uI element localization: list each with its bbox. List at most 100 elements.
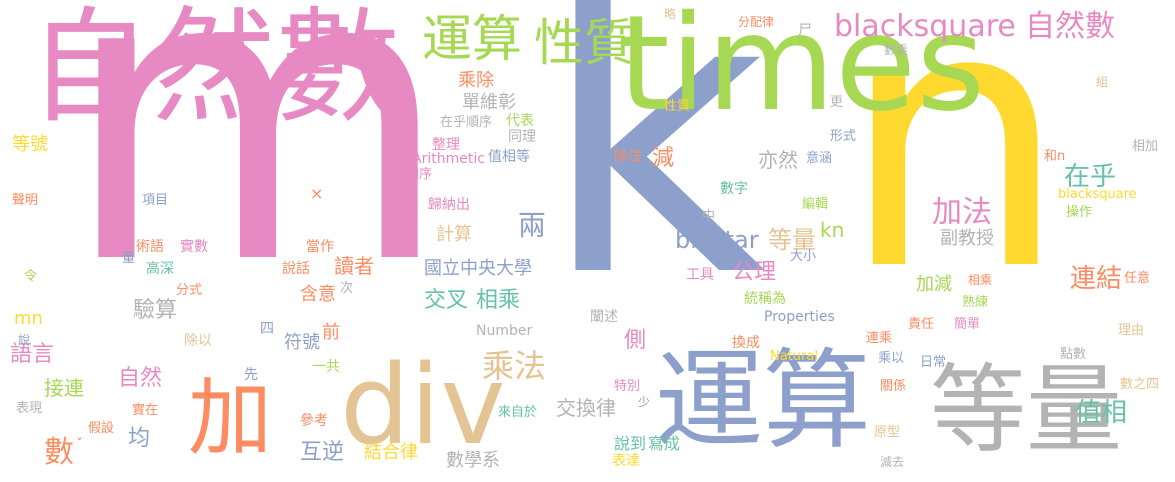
word: 中 bbox=[702, 209, 716, 224]
word: 實數 bbox=[180, 239, 208, 255]
word: 符號 bbox=[284, 332, 320, 353]
word: 換成 bbox=[732, 335, 760, 351]
word: 日常 bbox=[920, 355, 947, 370]
word: 互逆 bbox=[300, 440, 345, 465]
word: 除以 bbox=[184, 333, 212, 349]
word: 加法 bbox=[932, 195, 992, 230]
word: 單維彰 bbox=[462, 92, 516, 113]
word: 接連 bbox=[44, 376, 84, 400]
word: ˇ bbox=[76, 437, 83, 453]
word: 來自於 bbox=[498, 405, 538, 420]
word: 少 bbox=[638, 395, 651, 409]
word: 說到 bbox=[614, 434, 647, 453]
word: 語言 bbox=[10, 342, 55, 367]
word: 數 bbox=[44, 435, 74, 470]
word: 簡單 bbox=[954, 317, 981, 332]
word: 責任 bbox=[908, 317, 935, 332]
word: 先 bbox=[244, 367, 258, 383]
word: 兩 bbox=[518, 209, 547, 242]
word: 表現 bbox=[16, 401, 43, 416]
word: 自然數 bbox=[28, 0, 401, 140]
word: 更 bbox=[830, 95, 844, 110]
word: 數字 bbox=[720, 181, 748, 197]
word: 自然 bbox=[118, 366, 163, 391]
word: 性質 bbox=[534, 14, 634, 72]
word: 值相等 bbox=[488, 149, 530, 165]
word: 乘除 bbox=[458, 70, 494, 91]
word: 國立中央大學 bbox=[424, 258, 532, 279]
word: 表達 bbox=[612, 453, 640, 469]
word: 讀者 bbox=[334, 254, 374, 278]
word: 略 bbox=[664, 7, 677, 21]
word: 寫成 bbox=[648, 434, 681, 453]
word: 量 bbox=[122, 251, 136, 266]
word: kn bbox=[820, 218, 845, 242]
word: 當作 bbox=[306, 239, 334, 255]
word: 在乎 bbox=[1064, 162, 1117, 192]
word: 代表 bbox=[506, 113, 534, 129]
word: 等號 bbox=[12, 134, 48, 155]
word: bigstar bbox=[675, 226, 759, 254]
word: 說 bbox=[18, 333, 31, 347]
word: 原型 bbox=[874, 425, 901, 440]
word: 加 bbox=[188, 369, 273, 467]
word: 相乘 bbox=[476, 288, 521, 313]
word: mn bbox=[14, 308, 43, 329]
word: 數乘 bbox=[884, 43, 909, 57]
word: 說話 bbox=[282, 261, 310, 277]
word: 意涵 bbox=[806, 151, 833, 166]
word: Arithmetic bbox=[412, 151, 485, 167]
word: 副教授 bbox=[940, 228, 994, 249]
word: 術語 bbox=[136, 239, 164, 255]
word: 相加 bbox=[1132, 139, 1159, 154]
word: 含意 bbox=[300, 284, 336, 305]
word: 組 bbox=[1096, 75, 1109, 89]
word: 自然數 bbox=[1025, 9, 1115, 44]
word: 運算 bbox=[422, 10, 522, 68]
word: 乘法 bbox=[482, 347, 547, 385]
word: 整理 bbox=[432, 137, 460, 153]
word: 驗算 bbox=[133, 298, 178, 323]
word: 亦然 bbox=[758, 148, 798, 172]
word: 值相 bbox=[1075, 398, 1128, 428]
word: 特別 bbox=[614, 379, 641, 394]
word: 交換律 bbox=[556, 396, 616, 420]
word: 實在 bbox=[132, 403, 159, 418]
word: 減 bbox=[652, 146, 675, 171]
word: 統稱為 bbox=[744, 291, 786, 307]
word: 數之四 bbox=[1120, 377, 1160, 392]
word: 闡述 bbox=[590, 309, 618, 325]
word: blacksquare bbox=[1058, 187, 1137, 202]
word: 編輯 bbox=[802, 197, 829, 212]
word: 點數 bbox=[1060, 347, 1087, 362]
word: 數學系 bbox=[446, 450, 500, 471]
word: 參考 bbox=[300, 413, 328, 429]
word: 加減 bbox=[916, 274, 952, 295]
word: 在乎順序 bbox=[440, 115, 493, 130]
word: 次 bbox=[340, 281, 354, 296]
word: 假設 bbox=[88, 421, 115, 436]
word: times bbox=[618, 0, 985, 141]
word: 項目 bbox=[142, 193, 169, 208]
word: 聲明 bbox=[12, 193, 39, 208]
word: 性質 bbox=[664, 99, 691, 114]
word: blacksquare bbox=[834, 9, 1016, 44]
word: 高深 bbox=[146, 261, 174, 277]
word: Natural bbox=[770, 349, 818, 364]
word: 連結 bbox=[1070, 264, 1123, 294]
word: k bbox=[540, 0, 766, 362]
word: 側 bbox=[624, 328, 647, 353]
word: 操作 bbox=[1066, 205, 1093, 220]
word: 乘以 bbox=[878, 351, 905, 366]
word: 形式 bbox=[830, 129, 857, 144]
word: 公理 bbox=[732, 260, 777, 285]
word: 任意 bbox=[1124, 271, 1151, 286]
word: 同理 bbox=[508, 129, 536, 145]
word: 前 bbox=[322, 322, 340, 343]
word: 和n bbox=[1044, 149, 1066, 164]
word: 順序 bbox=[406, 167, 433, 182]
word: 大小 bbox=[790, 249, 817, 264]
word: 運算 bbox=[655, 339, 872, 464]
word: 理由 bbox=[1118, 323, 1145, 338]
